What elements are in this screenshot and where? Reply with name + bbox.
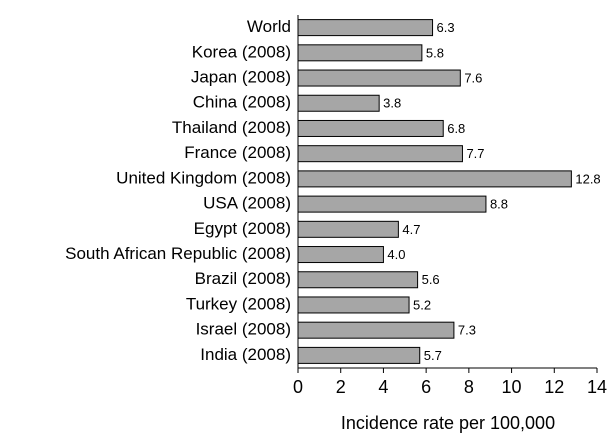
x-tick-label: 4 xyxy=(378,377,388,397)
y-tick-label: United Kingdom (2008) xyxy=(116,168,291,187)
bar xyxy=(297,346,421,364)
bar xyxy=(297,321,455,339)
y-tick-label: Thailand (2008) xyxy=(172,118,291,137)
y-tick-label: Israel (2008) xyxy=(196,320,291,339)
bar xyxy=(297,44,423,62)
value-label: 7.7 xyxy=(466,146,484,161)
value-label: 5.6 xyxy=(422,272,440,287)
y-tick-label: Turkey (2008) xyxy=(186,294,291,313)
x-tick-label: 14 xyxy=(587,377,607,397)
y-tick-label: USA (2008) xyxy=(203,194,291,213)
value-label: 7.6 xyxy=(464,70,482,85)
bar xyxy=(297,19,434,37)
x-tick-label: 10 xyxy=(502,377,522,397)
value-label: 4.0 xyxy=(387,247,405,262)
y-tick-label: World xyxy=(247,17,291,36)
value-label: 8.8 xyxy=(490,197,508,212)
x-tick-label: 6 xyxy=(421,377,431,397)
value-label: 5.7 xyxy=(424,348,442,363)
value-label: 6.3 xyxy=(437,20,455,35)
bar xyxy=(297,246,384,264)
y-tick-label: India (2008) xyxy=(200,345,291,364)
y-tick-label: France (2008) xyxy=(184,143,291,162)
x-tick-label: 2 xyxy=(336,377,346,397)
bar xyxy=(297,119,444,137)
bar xyxy=(297,69,461,87)
bar xyxy=(297,145,463,163)
bar xyxy=(297,170,572,188)
value-label: 12.8 xyxy=(575,171,600,186)
value-label: 5.2 xyxy=(413,297,431,312)
bar xyxy=(297,195,487,213)
value-label: 6.8 xyxy=(447,121,465,136)
y-tick-label: Korea (2008) xyxy=(192,42,291,61)
y-tick-label: Japan (2008) xyxy=(191,68,291,87)
bar xyxy=(297,271,419,289)
value-label: 3.8 xyxy=(383,96,401,111)
x-axis-label: Incidence rate per 100,000 xyxy=(341,413,555,433)
y-tick-label: China (2008) xyxy=(193,93,291,112)
y-tick-label: Egypt (2008) xyxy=(194,219,291,238)
value-label: 5.8 xyxy=(426,45,444,60)
bar xyxy=(297,94,380,112)
value-label: 4.7 xyxy=(402,222,420,237)
x-tick-label: 12 xyxy=(544,377,564,397)
y-tick-label: Brazil (2008) xyxy=(195,269,291,288)
x-tick-label: 0 xyxy=(293,377,303,397)
x-tick-label: 8 xyxy=(464,377,474,397)
value-label: 7.3 xyxy=(458,323,476,338)
bar xyxy=(297,220,399,238)
bar xyxy=(297,296,410,314)
y-tick-label: South African Republic (2008) xyxy=(65,244,291,263)
